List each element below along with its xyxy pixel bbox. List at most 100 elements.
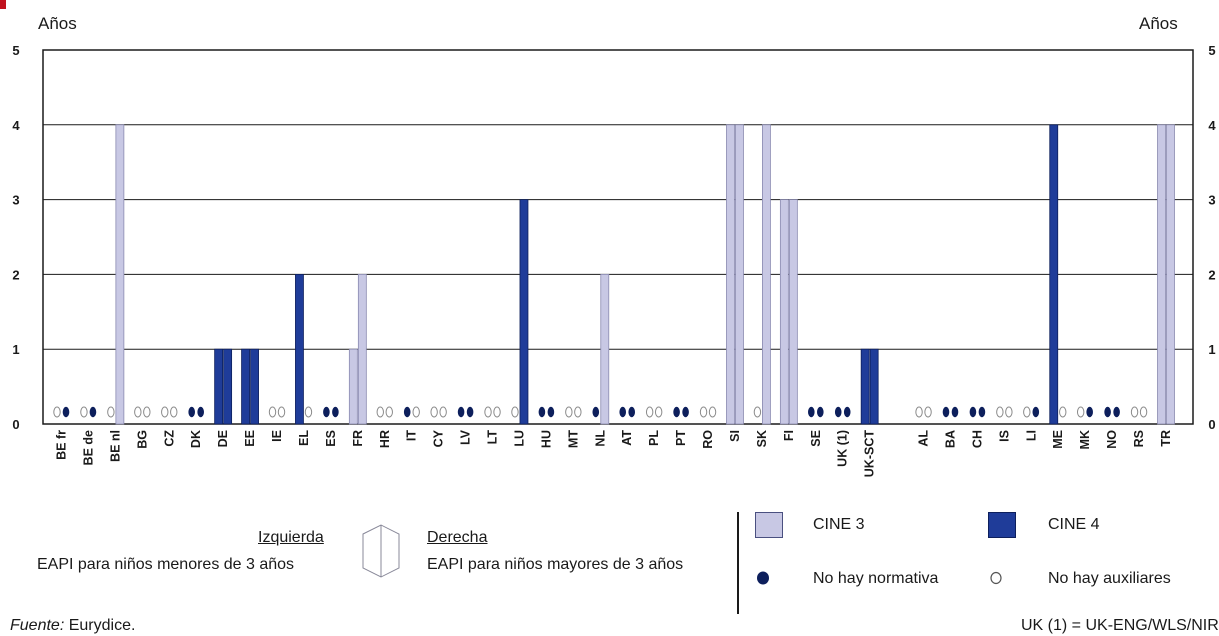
country-uk-sct-right-bar <box>869 348 879 425</box>
country-fr-right-bar <box>357 273 367 425</box>
x-tick-label: FR <box>351 430 365 447</box>
country-at-left-no-normativa-marker <box>619 406 627 418</box>
x-tick-label: SE <box>809 430 823 447</box>
country-ch-right-no-normativa-marker <box>978 406 986 418</box>
country-li-left-no-auxiliares-marker <box>1023 406 1031 418</box>
left-right-pair-icon <box>362 524 400 578</box>
country-pt-right-no-normativa-marker <box>682 406 689 418</box>
country-si-left-bar <box>726 124 735 425</box>
country-fi-left-bar <box>779 199 789 425</box>
country-se-left-no-normativa-marker <box>807 406 815 418</box>
x-tick-label: BE fr <box>55 430 69 460</box>
x-tick-label: DE <box>216 430 230 447</box>
x-tick-label: DK <box>189 430 203 448</box>
x-tick-label: FI <box>782 430 796 441</box>
country-fi-right-bar <box>788 199 798 425</box>
country-is-right-no-auxiliares-marker <box>1005 406 1013 418</box>
country-be-fr-left-no-auxiliares-marker <box>53 406 61 418</box>
country-mk-right-no-normativa-marker <box>1086 406 1093 418</box>
cine3-label: CINE 3 <box>813 516 865 533</box>
country-cz-right-no-auxiliares-marker <box>170 406 178 418</box>
no-normativa-label: No hay normativa <box>813 570 939 587</box>
country-be-de-right-no-normativa-marker <box>89 406 97 418</box>
country-dk-right-no-normativa-marker <box>197 406 204 418</box>
x-tick-label: TR <box>1159 430 1173 447</box>
country-fr-left-bar <box>348 348 358 425</box>
x-tick-label: LU <box>512 430 526 447</box>
country-pl-right-no-auxiliares-marker <box>654 406 663 418</box>
country-no-left-no-normativa-marker <box>1104 406 1111 418</box>
x-tick-label: BG <box>135 430 149 449</box>
country-el-left-bar <box>295 273 304 425</box>
country-pl-left-no-auxiliares-marker <box>645 406 654 418</box>
country-be-de-left-no-auxiliares-marker <box>80 406 88 418</box>
x-tick-label: PL <box>647 430 661 446</box>
y-tick-label-right: 2 <box>1208 267 1215 282</box>
x-tick-label: AT <box>620 430 634 446</box>
country-li-right-no-normativa-marker <box>1032 406 1040 418</box>
country-lv-right-no-normativa-marker <box>466 406 474 418</box>
country-lu-right-bar <box>519 199 529 425</box>
no-auxiliares-label: No hay auxiliares <box>1048 570 1171 587</box>
country-hr-left-no-auxiliares-marker <box>376 406 384 418</box>
x-tick-label: LI <box>1024 430 1038 441</box>
country-de-left-bar <box>214 348 224 425</box>
country-ch-left-no-normativa-marker <box>969 406 977 418</box>
x-tick-label: LT <box>486 430 500 445</box>
country-uk-sct-left-bar <box>860 348 870 425</box>
country-it-right-no-auxiliares-marker <box>412 406 420 418</box>
y-tick-label-right: 5 <box>1208 43 1215 58</box>
x-tick-label: HU <box>539 430 553 448</box>
country-rs-right-no-auxiliares-marker <box>1139 406 1148 418</box>
country-si-right-bar <box>735 124 744 425</box>
x-tick-label: CH <box>970 430 984 448</box>
country-de-right-bar <box>223 348 233 425</box>
country-ba-right-no-normativa-marker <box>951 406 959 418</box>
x-tick-label: CY <box>432 429 446 447</box>
country-be-fr-right-no-normativa-marker <box>62 406 70 418</box>
country-rs-left-no-auxiliares-marker <box>1130 406 1139 418</box>
source-note: Fuente: Eurydice. <box>10 617 135 635</box>
country-no-right-no-normativa-marker <box>1113 406 1120 418</box>
country-cy-right-no-auxiliares-marker <box>439 406 447 418</box>
country-mt-left-no-auxiliares-marker <box>565 406 573 418</box>
legend-right-desc: EAPI para niños mayores de 3 años <box>427 556 684 573</box>
no-normativa-icon <box>757 571 769 585</box>
country-dk-left-no-normativa-marker <box>188 406 195 418</box>
country-cy-left-no-auxiliares-marker <box>430 406 438 418</box>
country-ro-right-no-auxiliares-marker <box>708 406 717 418</box>
y-tick-label-left: 1 <box>12 342 19 357</box>
x-tick-label: UK (1) <box>836 430 850 467</box>
country-lt-left-no-auxiliares-marker <box>484 406 492 418</box>
y-tick-label-right: 4 <box>1208 118 1216 133</box>
country-pt-left-no-normativa-marker <box>673 406 680 418</box>
country-note: UK (1) = UK-ENG/WLS/NIR <box>1021 617 1219 634</box>
x-tick-label: MK <box>1078 430 1092 449</box>
legend-divider <box>737 512 739 614</box>
x-tick-label: SK <box>755 430 769 447</box>
country-it-left-no-normativa-marker <box>403 406 411 418</box>
country-es-left-no-normativa-marker <box>323 406 330 418</box>
no-auxiliares-icon <box>990 571 1002 585</box>
country-be-nl-left-no-auxiliares-marker <box>107 406 115 418</box>
country-mk-left-no-auxiliares-marker <box>1076 406 1085 418</box>
x-tick-label: CZ <box>162 430 176 447</box>
y-tick-label-left: 2 <box>12 267 19 282</box>
corner-mark <box>0 0 6 9</box>
x-tick-label: LV <box>459 429 473 445</box>
y-tick-label-left: 4 <box>12 118 20 133</box>
x-tick-label: UK-SCT <box>863 430 877 478</box>
x-tick-label: SI <box>728 430 742 442</box>
country-hr-right-no-auxiliares-marker <box>385 406 393 418</box>
x-tick-label: PT <box>674 430 688 446</box>
x-tick-label: BE de <box>81 430 95 465</box>
x-tick-label: IE <box>270 430 284 442</box>
country-hu-left-no-normativa-marker <box>538 406 546 418</box>
country-ee-right-bar <box>250 348 259 425</box>
country-be-nl-right-bar <box>115 124 125 425</box>
country-is-left-no-auxiliares-marker <box>996 406 1004 418</box>
country-uk-1--right-no-normativa-marker <box>843 406 851 418</box>
x-tick-label: HR <box>378 430 392 448</box>
country-nl-right-bar <box>600 273 610 425</box>
country-mt-right-no-auxiliares-marker <box>574 406 582 418</box>
